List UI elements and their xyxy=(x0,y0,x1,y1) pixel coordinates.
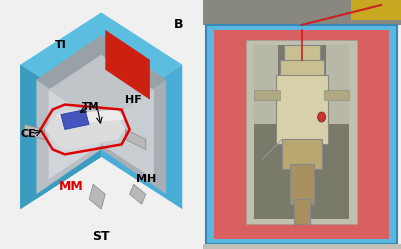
Text: B: B xyxy=(174,18,183,31)
Text: ST: ST xyxy=(93,230,110,243)
Text: MM: MM xyxy=(59,180,83,193)
Text: TM: TM xyxy=(82,102,100,112)
Bar xyxy=(351,0,401,20)
Text: MH: MH xyxy=(136,174,156,184)
Text: CE: CE xyxy=(20,129,36,139)
Polygon shape xyxy=(101,80,166,194)
Bar xyxy=(324,90,349,100)
Polygon shape xyxy=(89,184,105,209)
Polygon shape xyxy=(49,55,154,125)
Text: TI: TI xyxy=(55,40,67,50)
Polygon shape xyxy=(207,25,397,244)
Polygon shape xyxy=(203,0,401,25)
Bar xyxy=(280,60,324,80)
Polygon shape xyxy=(24,124,45,139)
Polygon shape xyxy=(57,110,126,124)
Polygon shape xyxy=(49,90,101,179)
Polygon shape xyxy=(326,45,349,124)
Bar xyxy=(254,90,280,100)
Polygon shape xyxy=(215,30,389,239)
Polygon shape xyxy=(101,65,182,209)
Polygon shape xyxy=(101,90,154,179)
Polygon shape xyxy=(36,80,101,194)
Bar xyxy=(276,75,328,144)
Text: HF: HF xyxy=(125,95,142,105)
Circle shape xyxy=(318,112,326,122)
Polygon shape xyxy=(130,184,146,204)
Polygon shape xyxy=(61,110,89,129)
Polygon shape xyxy=(20,65,101,209)
Polygon shape xyxy=(20,12,182,117)
Polygon shape xyxy=(126,129,146,149)
Bar xyxy=(282,139,322,169)
Polygon shape xyxy=(254,45,349,219)
Polygon shape xyxy=(36,35,166,124)
Polygon shape xyxy=(203,244,401,249)
Bar xyxy=(284,45,320,65)
Polygon shape xyxy=(254,45,278,124)
Polygon shape xyxy=(246,40,357,224)
Polygon shape xyxy=(20,65,101,209)
Polygon shape xyxy=(45,110,126,149)
Bar xyxy=(294,199,310,224)
Bar xyxy=(290,164,314,204)
Polygon shape xyxy=(105,30,150,100)
